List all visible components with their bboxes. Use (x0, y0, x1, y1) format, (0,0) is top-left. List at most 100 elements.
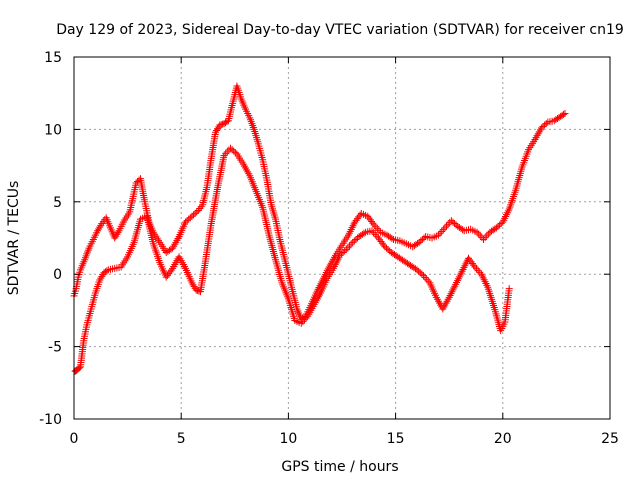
data-point (227, 144, 235, 152)
data-point (560, 110, 568, 118)
data-point (439, 226, 447, 234)
x-tick-label: 15 (387, 431, 405, 447)
data-point (542, 120, 550, 128)
data-point (382, 244, 390, 252)
data-point (231, 149, 239, 157)
data-point (94, 227, 102, 235)
series-2 (71, 144, 513, 375)
data-point (111, 234, 119, 242)
data-point (300, 316, 308, 324)
data-point (481, 234, 489, 242)
data-point (97, 274, 105, 282)
data-point (420, 234, 428, 242)
data-point (214, 125, 222, 133)
data-point (372, 223, 380, 231)
data-point (413, 266, 421, 274)
data-point (417, 237, 425, 245)
data-point (380, 241, 388, 249)
data-point (474, 267, 482, 275)
data-point (190, 283, 198, 291)
data-point (75, 364, 83, 372)
data-point (342, 246, 350, 254)
data-point (167, 266, 175, 274)
data-point (424, 277, 432, 285)
data-point (373, 225, 381, 233)
data-point (302, 314, 310, 322)
data-point (336, 251, 344, 259)
data-point (473, 228, 481, 236)
y-axis-label: SDTVAR / TECUs (6, 181, 22, 296)
data-point (188, 212, 196, 220)
data-point (95, 225, 103, 233)
data-point (388, 234, 396, 242)
data-point (415, 238, 423, 246)
data-point (423, 275, 431, 283)
data-point (193, 208, 201, 216)
data-point (360, 229, 368, 237)
y-tick-label: 0 (53, 267, 62, 283)
data-point (112, 232, 120, 240)
y-tick-label: 10 (44, 122, 62, 138)
data-point (370, 221, 378, 229)
x-tick-label: 5 (177, 431, 186, 447)
data-point (346, 242, 354, 250)
data-point (421, 273, 429, 281)
plot-frame (73, 56, 611, 420)
x-axis-label: GPS time / hours (281, 459, 398, 475)
data-point (183, 217, 191, 225)
data-point (368, 227, 376, 235)
data-point (341, 247, 349, 255)
chart-title: Day 129 of 2023, Sidereal Day-to-day VTE… (56, 22, 624, 38)
data-point (384, 246, 392, 254)
data-point (459, 226, 467, 234)
y-tick-label: -5 (48, 340, 62, 356)
data-point (349, 238, 357, 246)
data-point (473, 265, 481, 273)
data-point (471, 263, 479, 271)
data-point (297, 319, 305, 327)
data-point (370, 229, 378, 237)
x-tick-label: 25 (601, 431, 619, 447)
data-point (212, 128, 220, 136)
data-point (369, 219, 377, 227)
data-point (103, 267, 111, 275)
data-point (191, 209, 199, 217)
x-tick-label: 0 (70, 431, 79, 447)
data-point (418, 235, 426, 243)
data-point (492, 224, 500, 232)
data-point (371, 230, 379, 238)
data-point (447, 217, 455, 225)
data-point (186, 214, 194, 222)
data-points (70, 82, 569, 375)
data-point (188, 279, 196, 287)
data-point (185, 215, 193, 223)
data-point (97, 221, 105, 229)
data-point (443, 222, 451, 230)
data-point (483, 232, 491, 240)
data-point (350, 237, 358, 245)
data-point (373, 232, 381, 240)
data-point (416, 269, 424, 277)
data-point (339, 248, 347, 256)
data-point (419, 272, 427, 280)
data-point (434, 231, 442, 239)
data-point (494, 222, 502, 230)
y-tick-label: 15 (44, 50, 62, 66)
data-point (436, 229, 444, 237)
data-point (223, 148, 231, 156)
data-point (347, 240, 355, 248)
data-point (352, 235, 360, 243)
data-point (228, 146, 236, 154)
data-point (381, 243, 389, 251)
data-point (96, 276, 104, 284)
x-tick-label: 20 (494, 431, 512, 447)
data-point (476, 232, 484, 240)
data-point (444, 220, 452, 228)
data-point (484, 230, 492, 238)
data-point (181, 218, 189, 226)
data-point (189, 281, 197, 289)
data-point (96, 223, 104, 231)
data-point (114, 229, 122, 237)
data-point (541, 121, 549, 129)
